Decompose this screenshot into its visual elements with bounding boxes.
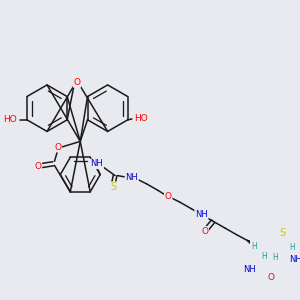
- Text: NH: NH: [195, 210, 208, 219]
- Polygon shape: [247, 240, 260, 249]
- Text: H: H: [262, 253, 267, 262]
- Text: H: H: [289, 243, 295, 252]
- Text: O: O: [268, 273, 275, 282]
- Text: O: O: [34, 162, 41, 171]
- Text: HO: HO: [3, 115, 17, 124]
- Text: O: O: [54, 143, 61, 152]
- Text: HO: HO: [134, 114, 148, 123]
- Text: H: H: [251, 242, 256, 251]
- Text: S: S: [110, 182, 116, 192]
- Text: O: O: [165, 192, 172, 201]
- Text: NH: NH: [125, 173, 138, 182]
- Text: O: O: [201, 227, 208, 236]
- Text: NH: NH: [243, 265, 255, 274]
- Text: O: O: [74, 78, 80, 87]
- Text: NH: NH: [290, 255, 300, 264]
- Text: H: H: [272, 253, 278, 262]
- Text: NH: NH: [91, 160, 103, 169]
- Text: S: S: [280, 228, 286, 238]
